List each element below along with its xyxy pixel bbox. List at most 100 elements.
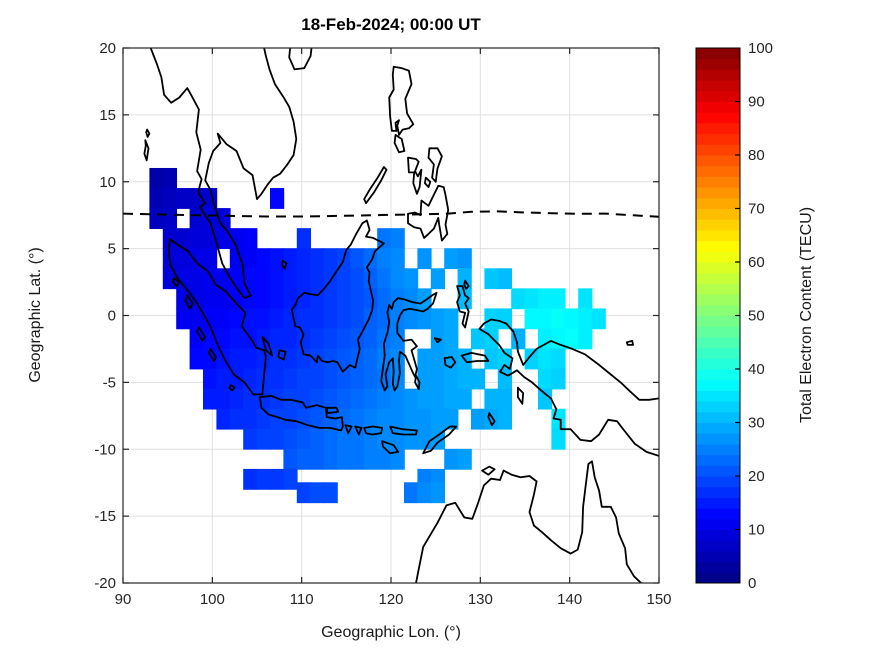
tec-cell <box>243 408 258 430</box>
tec-cell <box>296 348 311 370</box>
tec-cell <box>243 468 258 490</box>
y-tick-label: 5 <box>108 241 116 258</box>
coastline-samar-leyte <box>427 147 443 183</box>
tec-cell <box>270 328 285 350</box>
tec-cell <box>390 268 405 290</box>
tec-cell <box>430 482 445 504</box>
coastline-flores <box>389 425 418 436</box>
tec-cell <box>404 288 419 310</box>
tec-cell <box>296 228 311 250</box>
coastline-australia <box>415 460 642 583</box>
tec-cell <box>216 328 231 350</box>
tec-cell <box>363 408 378 430</box>
tec-cell <box>323 348 338 370</box>
tec-cell <box>390 388 405 410</box>
tec-cell <box>457 248 472 270</box>
tec-cell <box>256 288 271 310</box>
tec-cell <box>323 308 338 330</box>
x-tick-label: 100 <box>200 591 225 608</box>
tec-cell <box>176 268 191 290</box>
tec-cell <box>189 348 204 370</box>
tec-cell <box>283 468 298 490</box>
tec-cell <box>377 248 392 270</box>
tec-cell <box>310 482 325 504</box>
tec-cell <box>417 248 432 270</box>
tec-cell <box>390 328 405 350</box>
tec-cell <box>323 288 338 310</box>
tec-cell <box>176 308 191 330</box>
tec-cell <box>270 188 285 209</box>
coastline-timor <box>422 425 458 455</box>
tec-cell <box>444 308 459 330</box>
tec-cell <box>551 368 566 390</box>
coastline-luzon <box>388 65 415 136</box>
tec-cell <box>363 308 378 330</box>
coastline-buru <box>443 356 457 369</box>
tec-cell <box>337 268 352 290</box>
tec-cell <box>283 328 298 350</box>
coastline-mindoro <box>393 134 406 154</box>
x-tick-labels: 90 100 110 120 130 140 150 <box>115 591 672 608</box>
tec-cell <box>203 208 218 229</box>
colorbar-tick-label: 40 <box>748 361 765 378</box>
tec-cell <box>283 288 298 310</box>
x-tick-label: 110 <box>290 591 314 608</box>
tec-cell <box>229 388 244 410</box>
tec-cell <box>270 408 285 430</box>
plot-title: 18-Feb-2024; 00:00 UT <box>301 15 481 34</box>
tec-cell <box>538 308 553 330</box>
coastline-tanimbar <box>487 412 496 427</box>
tec-cell <box>497 348 512 370</box>
tec-cell <box>149 188 164 209</box>
coastline-panay-negros <box>407 156 423 195</box>
tec-cell <box>404 388 419 410</box>
tec-cell <box>310 248 325 270</box>
colorbar-tick-label: 80 <box>748 147 765 164</box>
tec-cell <box>296 308 311 330</box>
y-tick-label: 15 <box>99 107 116 124</box>
tec-cell <box>484 328 499 350</box>
tec-cell <box>471 368 486 390</box>
tec-cell <box>216 228 231 250</box>
tec-cell <box>256 248 271 270</box>
tec-cell <box>484 348 499 370</box>
tec-cell <box>296 388 311 410</box>
tec-cell <box>377 408 392 430</box>
tec-cell <box>430 268 445 290</box>
tec-cell <box>310 328 325 350</box>
tec-cell <box>578 288 593 310</box>
tec-cell <box>310 268 325 290</box>
tec-cell <box>484 268 499 290</box>
tec-cell <box>551 308 566 330</box>
tec-cell <box>256 428 271 450</box>
tec-cell <box>189 188 204 209</box>
tec-cell <box>404 308 419 330</box>
tec-cell <box>404 408 419 430</box>
coastline-simeulue <box>172 277 181 287</box>
tec-cell <box>377 448 392 470</box>
tec-cell <box>551 288 566 310</box>
tec-cell <box>216 388 231 410</box>
tec-cell <box>149 208 164 229</box>
tec-cell <box>430 408 445 430</box>
tec-cell <box>323 368 338 390</box>
coastline-siberut <box>196 326 207 342</box>
y-tick-label: -15 <box>94 508 116 525</box>
tec-cell <box>350 448 365 470</box>
tec-cell <box>189 268 204 290</box>
tec-cell <box>203 368 218 390</box>
colorbar-tick-labels: 0 10 20 30 40 50 60 70 80 90 100 <box>748 40 773 592</box>
tec-cell <box>243 288 258 310</box>
axes-box <box>122 47 660 584</box>
x-tick-label: 120 <box>378 591 403 608</box>
coastline-halmahera <box>456 285 470 329</box>
tec-cell <box>337 368 352 390</box>
tec-cell <box>471 328 486 350</box>
tec-cell <box>363 328 378 350</box>
y-tick-label: 10 <box>99 174 116 191</box>
tec-cell <box>310 448 325 470</box>
coastline-buton <box>414 374 421 390</box>
tec-cell <box>564 308 579 330</box>
tec-cell <box>229 248 244 270</box>
